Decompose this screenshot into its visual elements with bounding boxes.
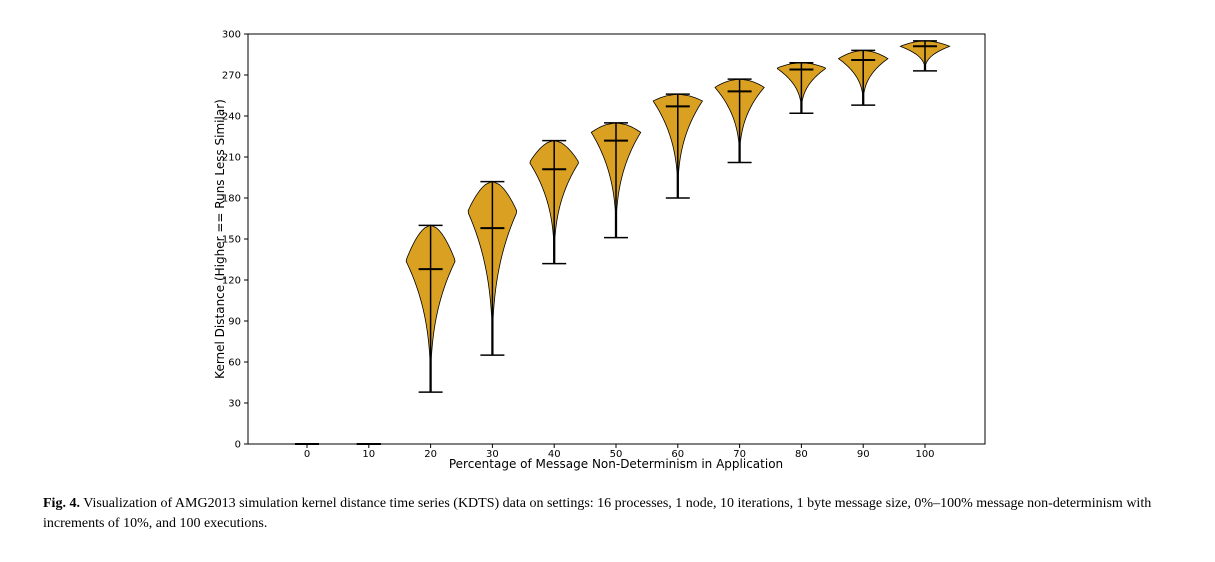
figure-caption: Fig. 4. Visualization of AMG2013 simulat… bbox=[43, 494, 1173, 534]
y-tick-label: 180 bbox=[222, 194, 241, 205]
x-axis-label: Percentage of Message Non-Determinism in… bbox=[449, 457, 783, 471]
y-tick-label: 30 bbox=[228, 399, 241, 410]
y-tick-label: 60 bbox=[228, 358, 241, 369]
y-tick-label: 0 bbox=[235, 440, 241, 451]
plot-area bbox=[247, 33, 986, 445]
x-tick-label: 40 bbox=[548, 449, 561, 460]
violin-series bbox=[295, 40, 951, 445]
violin-chart: 0 30 60 90 120 150 180 210 240 270 300 0 10 20 30 40 50… bbox=[213, 30, 986, 471]
violin-60 bbox=[652, 93, 704, 199]
violin-40 bbox=[529, 139, 579, 265]
violin-20 bbox=[405, 224, 456, 393]
violin-50 bbox=[590, 122, 642, 239]
violin-100 bbox=[899, 40, 951, 72]
y-axis: 0 30 60 90 120 150 180 210 240 270 300 bbox=[222, 30, 248, 451]
x-tick-label: 60 bbox=[671, 449, 684, 460]
y-tick-label: 90 bbox=[228, 317, 241, 328]
y-tick-label: 120 bbox=[222, 276, 241, 287]
x-tick-label: 10 bbox=[362, 449, 375, 460]
y-tick-label: 270 bbox=[222, 71, 241, 82]
x-tick-label: 50 bbox=[610, 449, 623, 460]
y-tick-label: 210 bbox=[222, 153, 241, 164]
violin-80 bbox=[776, 61, 827, 115]
violin-30 bbox=[467, 180, 518, 356]
caption-text: Visualization of AMG2013 simulation kern… bbox=[43, 496, 1152, 531]
x-tick-label: 20 bbox=[424, 449, 437, 460]
violin-70 bbox=[714, 78, 765, 164]
y-tick-label: 150 bbox=[222, 235, 241, 246]
x-tick-label: 100 bbox=[915, 449, 934, 460]
x-tick-label: 0 bbox=[304, 449, 310, 460]
x-tick-label: 30 bbox=[486, 449, 499, 460]
y-tick-label: 240 bbox=[222, 112, 241, 123]
violin-90 bbox=[837, 49, 889, 106]
x-tick-label: 80 bbox=[795, 449, 808, 460]
x-tick-label: 70 bbox=[733, 449, 746, 460]
y-axis-label: Kernel Distance (Higher == Runs Less Sim… bbox=[213, 99, 227, 379]
x-tick-label: 90 bbox=[857, 449, 870, 460]
x-axis: 0 10 20 30 40 50 60 70 80 90 100 bbox=[304, 444, 935, 460]
y-tick-label: 300 bbox=[222, 30, 241, 41]
figure-number: Fig. 4. bbox=[43, 496, 80, 511]
